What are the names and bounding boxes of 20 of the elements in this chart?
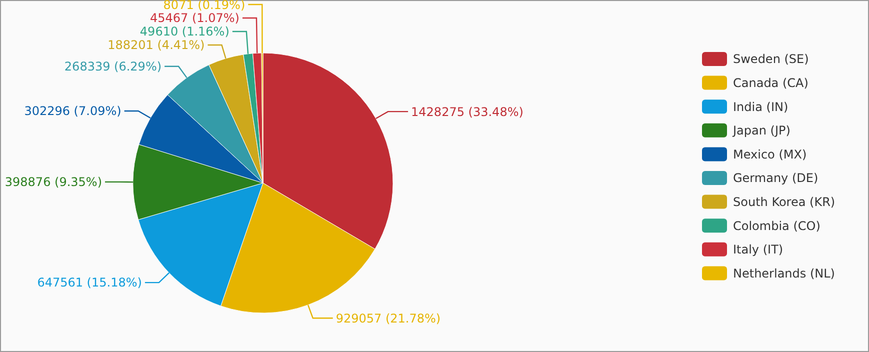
- legend-label: Germany (DE): [733, 171, 818, 186]
- data-label: 8071 (0.19%): [163, 0, 246, 12]
- data-label: 1428275 (33.48%): [411, 104, 524, 119]
- data-label: 49610 (1.16%): [140, 24, 230, 39]
- legend-label: South Korea (KR): [733, 195, 836, 209]
- legend-label: Colombia (CO): [733, 218, 820, 233]
- data-label: 45467 (1.07%): [150, 11, 240, 26]
- data-label: 302296 (7.09%): [24, 104, 122, 118]
- legend-label: Italy (IT): [733, 242, 784, 257]
- legend-label: Mexico (MX): [733, 147, 807, 162]
- legend-label: Netherlands (NL): [733, 266, 835, 280]
- legend-label: Canada (CA): [733, 76, 808, 90]
- data-label: 268339 (6.29%): [64, 60, 162, 74]
- data-label: 188201 (4.41%): [108, 38, 205, 52]
- data-label: 647561 (15.18%): [37, 276, 142, 290]
- data-label: 398876 (9.35%): [4, 175, 102, 190]
- legend-label: Japan (JP): [732, 124, 790, 138]
- legend-label: India (IN): [733, 100, 788, 114]
- legend-label: Sweden (SE): [733, 52, 809, 66]
- data-label: 929057 (21.78%): [336, 311, 441, 326]
